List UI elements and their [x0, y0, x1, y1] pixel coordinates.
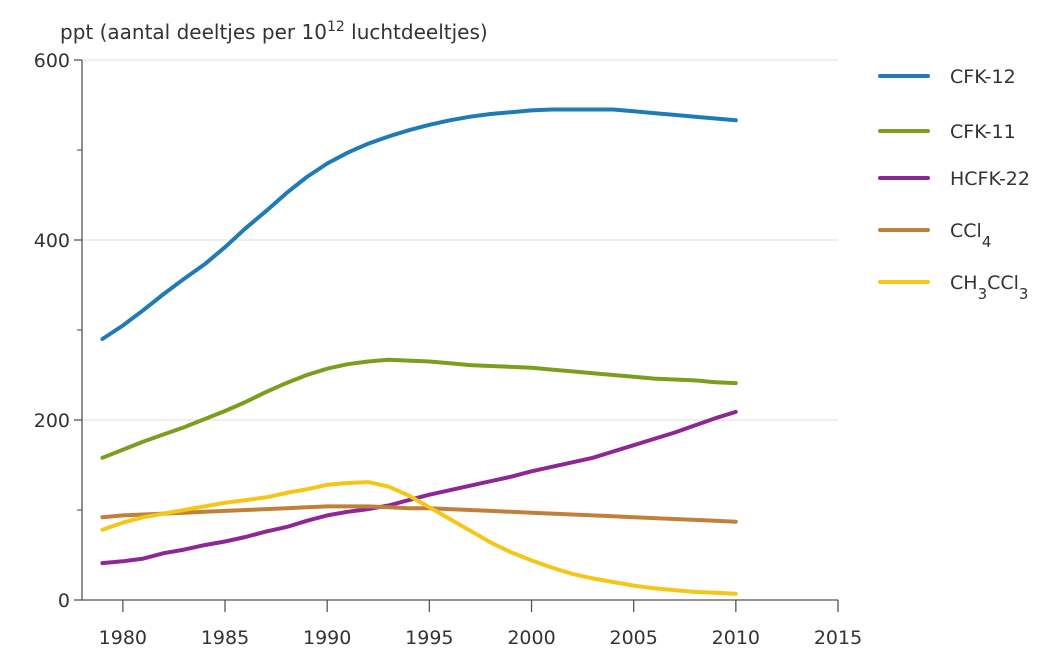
y-tick-label-600: 600 [34, 50, 70, 72]
legend-label-cfk12: CFK-12 [950, 66, 1016, 88]
series-line-cfk11 [100, 357, 738, 460]
series-line-ch3ccl3 [100, 480, 738, 596]
legend-label-cfk11: CFK-11 [950, 121, 1016, 143]
x-tick-label-2015: 2015 [814, 627, 862, 649]
legend-label-hcfk22: HCFK-22 [950, 168, 1030, 190]
y-tick-label-0: 0 [58, 590, 70, 612]
series-lines [100, 107, 738, 596]
legend-label-ch3ccl3: CH3CCl3 [950, 272, 1028, 303]
axes: 0 200 400 600 1980 1985 1990 1995 2000 2005 2010 20… [34, 50, 862, 649]
series-line-ccl4 [100, 504, 738, 524]
x-tick-label-1995: 1995 [405, 627, 453, 649]
series-line-hcfk22 [100, 409, 738, 566]
x-tick-label-1980: 1980 [99, 627, 147, 649]
y-tick-label-200: 200 [34, 410, 70, 432]
legend: CFK-12 CFK-11 HCFK-22 CCl4 CH3CCl3 [878, 66, 1030, 303]
x-tick-label-2005: 2005 [609, 627, 657, 649]
y-tick-label-400: 400 [34, 230, 70, 252]
x-tick-label-2010: 2010 [712, 627, 760, 649]
x-tick-label-1985: 1985 [201, 627, 249, 649]
y-axis-label: ppt (aantal deeltjes per 1012 luchtdeelt… [60, 19, 488, 44]
legend-label-ccl4: CCl4 [950, 220, 991, 251]
x-tick-label-2000: 2000 [507, 627, 555, 649]
series-line-cfk12 [100, 107, 738, 341]
x-tick-label-1990: 1990 [303, 627, 351, 649]
